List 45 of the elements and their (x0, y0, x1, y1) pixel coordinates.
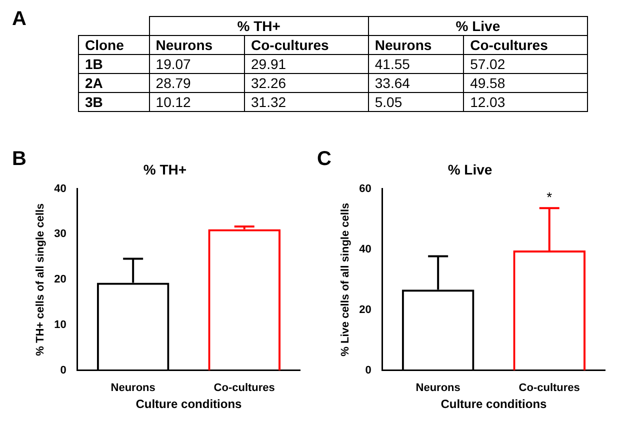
y-tick-label: 40 (54, 182, 66, 195)
y-axis-title: Clone (78, 36, 150, 54)
x-tick-label: Co-cultures (214, 382, 275, 394)
y-tick-label: 0 (60, 364, 66, 376)
x-axis-title: Culture conditions (136, 397, 242, 412)
data-label: 10.12 (149, 92, 244, 112)
data-label: 49.58 (464, 74, 588, 92)
y-tick-label: 20 (54, 274, 66, 286)
data-label: 32.26 (244, 74, 368, 92)
y-tick-label: 2A (78, 74, 150, 92)
x-axis-title: Culture conditions (440, 397, 548, 412)
data-label: 31.32 (244, 92, 368, 112)
x-tick-label: Neurons (149, 36, 244, 54)
x-tick-label: Co-cultures (518, 382, 580, 394)
data-label: 57.02 (464, 54, 588, 74)
data-label: 19.07 (149, 54, 244, 74)
data-label: 33.64 (368, 74, 464, 92)
text: % TH+ (149, 16, 368, 36)
data-label: 5.05 (368, 92, 464, 112)
data-label: 28.79 (149, 74, 244, 92)
y-tick-label: 30 (54, 228, 66, 240)
y-tick-label: 60 (359, 182, 372, 195)
y-tick-label: 0 (365, 364, 372, 376)
y-axis-title: % TH+ cells of all single cells (34, 203, 47, 356)
text: B (12, 148, 26, 171)
x-tick-label: Neurons (110, 382, 156, 394)
chart-title: % Live (448, 161, 492, 178)
x-tick-label: Co-cultures (464, 36, 588, 54)
data-label: 41.55 (368, 54, 464, 74)
y-tick-label: 20 (359, 304, 372, 316)
x-tick-label: Neurons (368, 36, 464, 54)
y-tick-label: 10 (54, 319, 66, 332)
y-tick-label: 3B (78, 92, 150, 112)
annotation: * (546, 189, 553, 206)
y-axis-title: % Live cells of all single cells (340, 202, 352, 356)
text: % Live (368, 16, 588, 36)
chart-title: A (12, 8, 26, 31)
chart-title: % TH+ (143, 161, 187, 178)
data-label: 12.03 (464, 92, 588, 112)
x-tick-label: Neurons (416, 382, 460, 394)
data-label: 29.91 (244, 54, 368, 74)
text: C (317, 148, 332, 171)
y-tick-label: 1B (78, 54, 150, 74)
y-tick-label: 40 (359, 243, 372, 256)
x-tick-label: Co-cultures (244, 36, 368, 54)
